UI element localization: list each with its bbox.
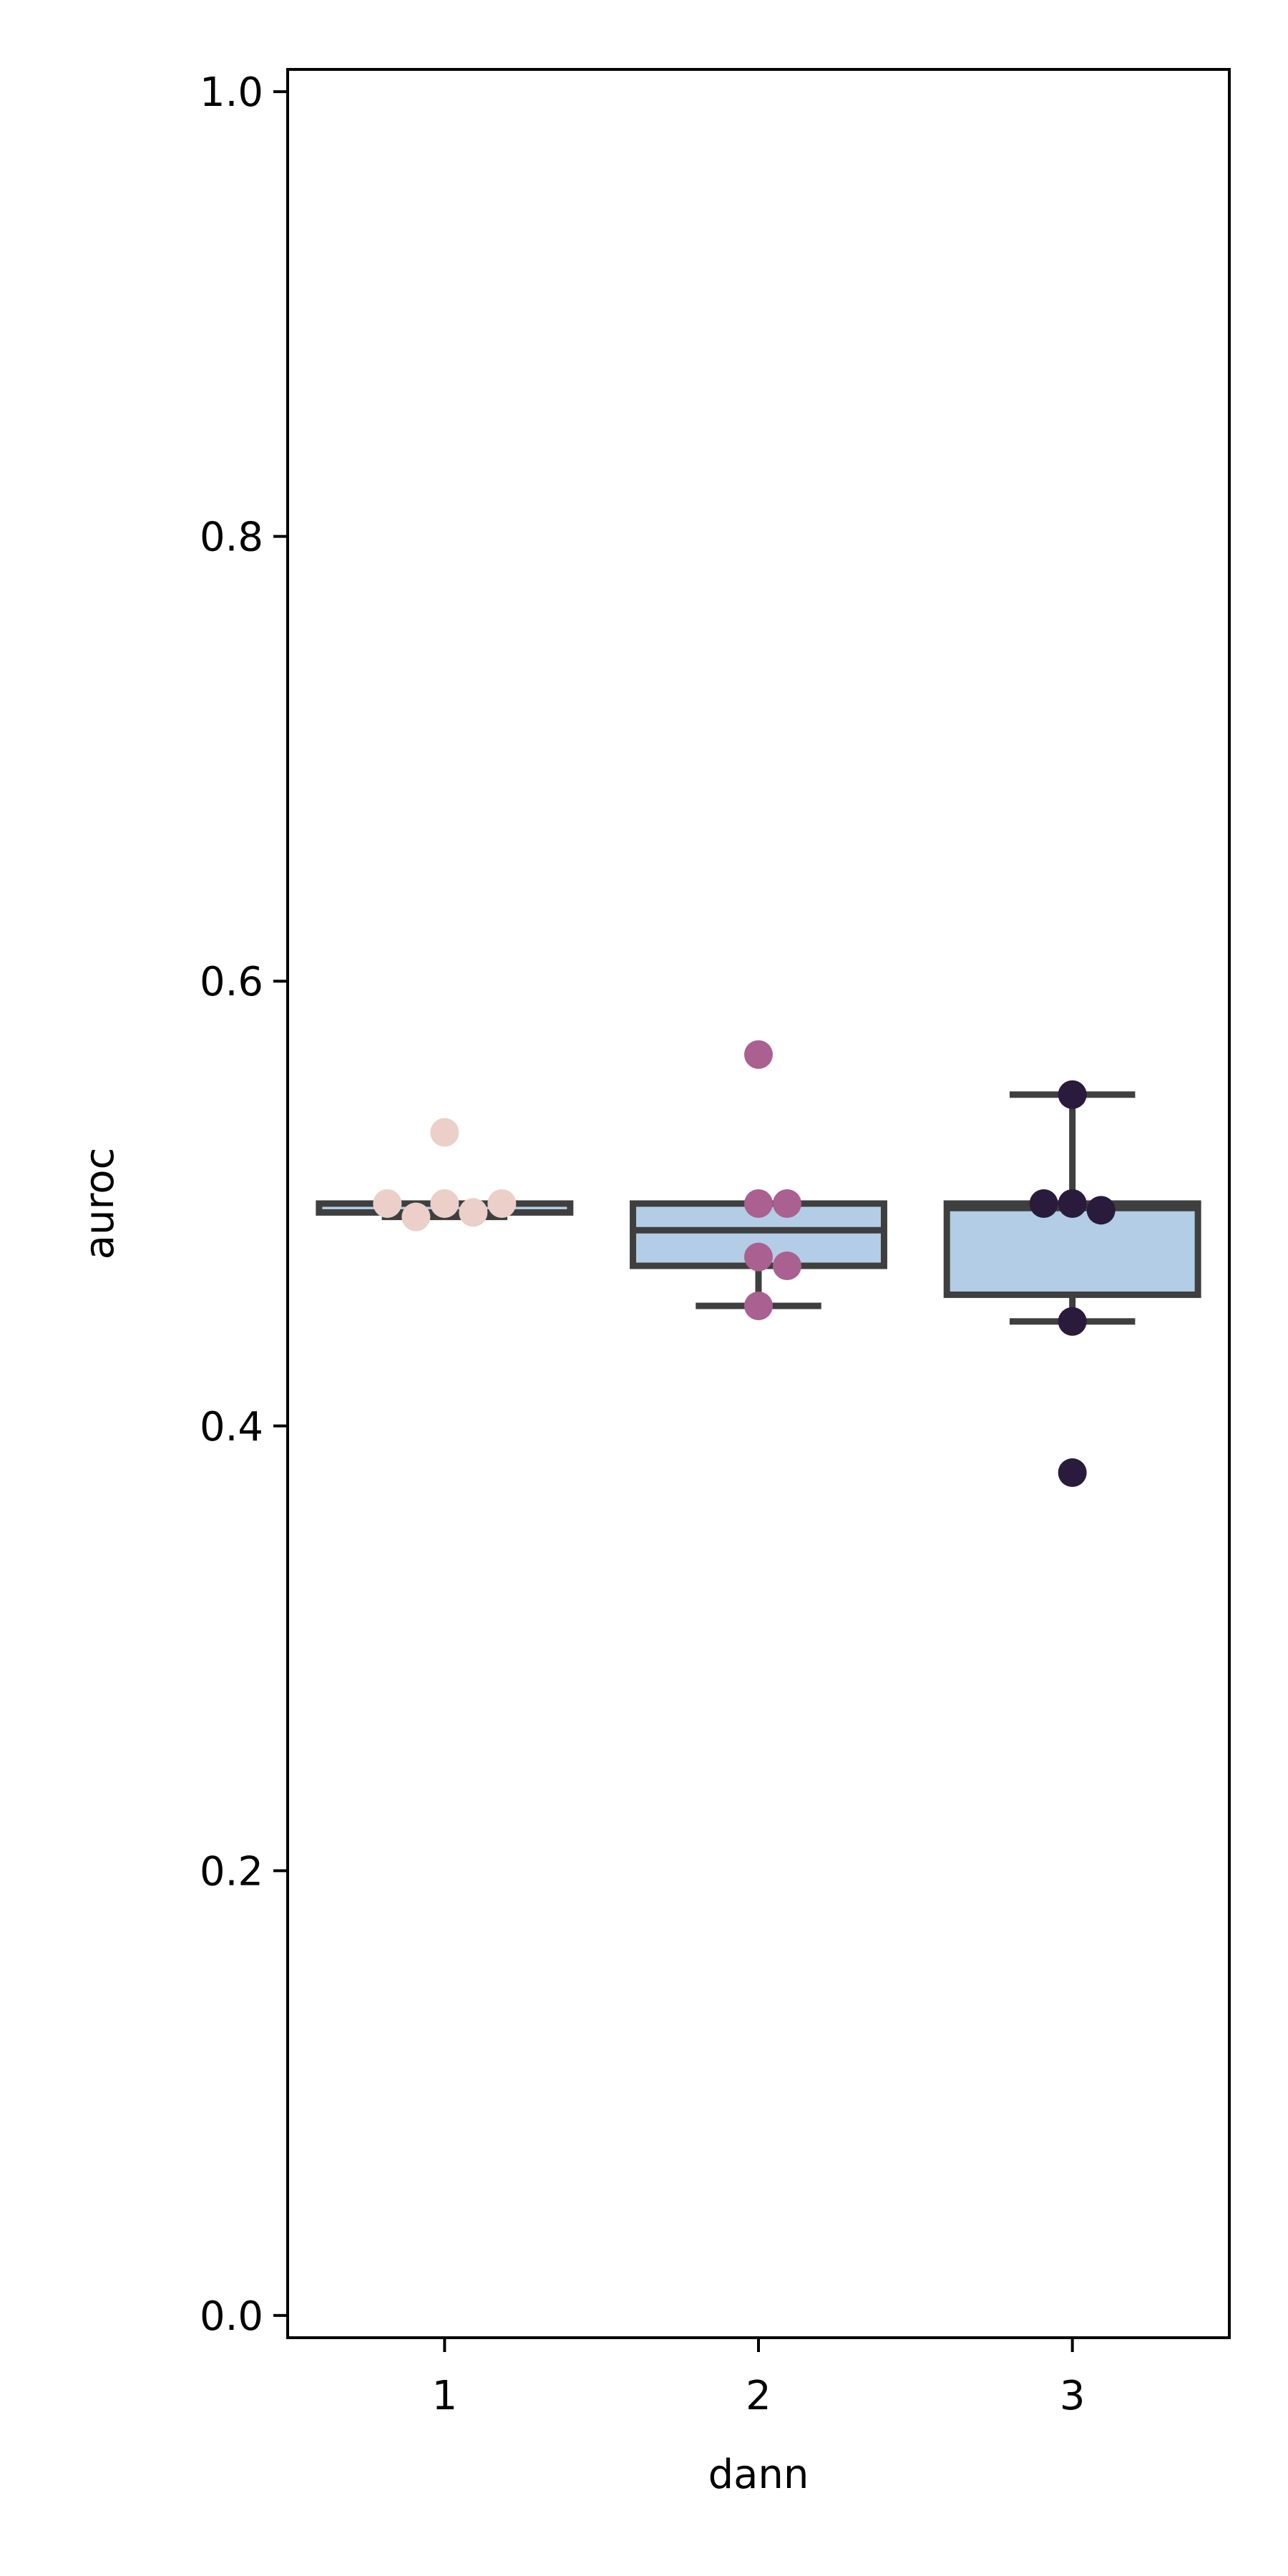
data-point [744, 1291, 773, 1320]
axes: 0.0 0.2 0.4 0.6 0.8 1.0 1 2 3 [200, 68, 1231, 2419]
data-point [744, 1040, 773, 1069]
data-point [744, 1189, 773, 1218]
y-tick-label: 0.6 [200, 959, 263, 1005]
data-point [1058, 1307, 1087, 1336]
data-point [459, 1198, 488, 1227]
data-point [1086, 1196, 1116, 1225]
x-tick-label: 2 [746, 2373, 771, 2419]
y-tick-label: 0.0 [200, 2293, 263, 2340]
data-point [1029, 1189, 1058, 1218]
y-tick-label: 0.4 [200, 1404, 263, 1450]
data-point [401, 1202, 431, 1231]
data-point [1058, 1189, 1087, 1218]
x-tick-label: 1 [432, 2373, 458, 2419]
box-group-3 [943, 1080, 1201, 1488]
data-point [430, 1189, 459, 1218]
data-point [373, 1189, 402, 1218]
data-point [744, 1242, 773, 1272]
plot-area [316, 1040, 1201, 1488]
box-group-1 [316, 1118, 574, 1231]
data-point [1058, 1080, 1087, 1109]
x-tick-label: 3 [1060, 2373, 1085, 2419]
y-tick-label: 0.2 [200, 1848, 263, 1895]
data-point [487, 1189, 517, 1218]
data-point [773, 1189, 801, 1218]
y-tick-label: 0.8 [200, 514, 263, 561]
x-axis-label: dann [708, 2451, 809, 2498]
data-point [1058, 1458, 1087, 1488]
y-tick-label: 1.0 [200, 69, 263, 116]
box-group-2 [630, 1040, 887, 1320]
data-point [773, 1252, 801, 1281]
data-point [430, 1118, 459, 1147]
y-axis-label: auroc [77, 1148, 123, 1260]
